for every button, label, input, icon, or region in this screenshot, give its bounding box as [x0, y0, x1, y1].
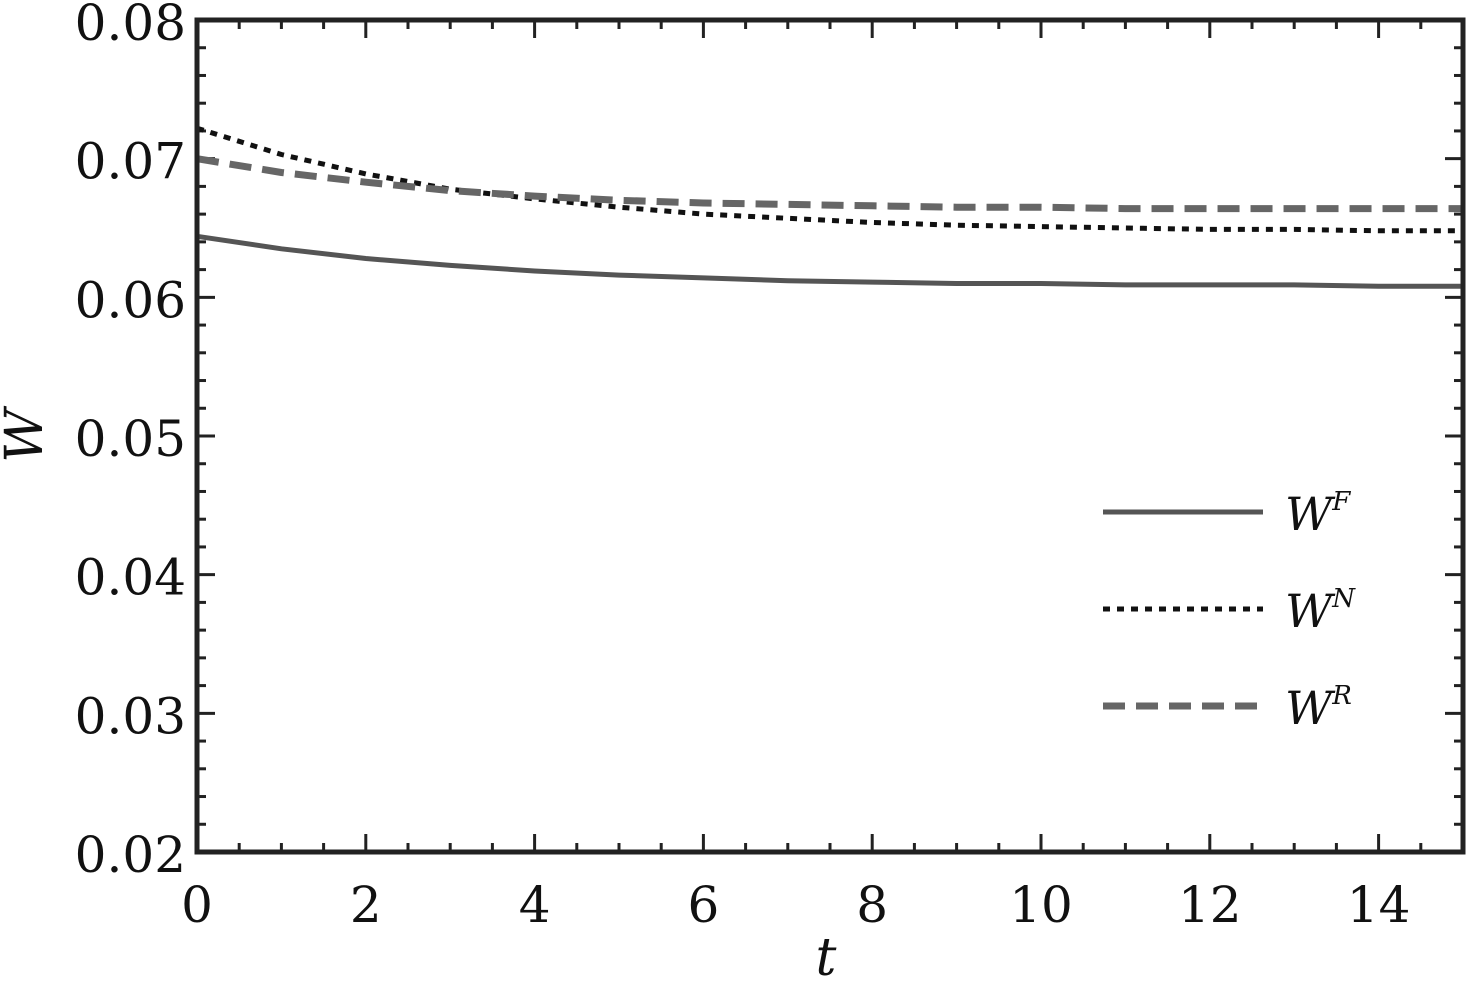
- legend-label-main: W: [1285, 487, 1336, 541]
- legend-label-main: W: [1285, 681, 1336, 735]
- x-tick-label: 0: [181, 876, 213, 934]
- legend-label-main: W: [1285, 584, 1336, 638]
- y-tick-label: 0.08: [75, 0, 186, 52]
- y-axis-title: W: [0, 406, 55, 463]
- legend-label-superscript: R: [1331, 681, 1352, 711]
- x-tick-label: 4: [519, 876, 551, 934]
- series-line-N: [196, 125, 1463, 234]
- y-tick-label: 0.07: [75, 133, 186, 191]
- y-tick-label: 0.03: [75, 687, 186, 745]
- series-lines: [196, 125, 1463, 289]
- y-tick-label: 0.06: [75, 271, 186, 329]
- y-tick-label: 0.05: [75, 410, 186, 468]
- x-tick-label: 10: [1009, 876, 1073, 934]
- x-axis-title: t: [816, 928, 837, 981]
- x-tick-label: 8: [856, 876, 888, 934]
- y-tick-labels: 0.02 0.03 0.04 0.05 0.06 0.07 0.08: [75, 0, 186, 884]
- y-tick-label: 0.04: [75, 549, 186, 607]
- x-tick-label: 14: [1347, 876, 1411, 934]
- x-tick-label: 12: [1178, 876, 1242, 934]
- axis-ticks: [195, 18, 1465, 854]
- series-line-R: [196, 155, 1463, 213]
- legend-label-superscript: N: [1331, 584, 1356, 614]
- y-tick-label: 0.02: [75, 826, 186, 884]
- legend-label: WF: [1285, 487, 1351, 541]
- legend-label: WN: [1285, 584, 1356, 638]
- legend-label: WR: [1285, 681, 1352, 735]
- plot-frame: [194, 17, 1466, 855]
- x-tick-labels: 0 2 4 6 8 10 12 14: [181, 876, 1410, 934]
- x-tick-label: 6: [687, 876, 719, 934]
- legend-label-superscript: F: [1331, 487, 1351, 517]
- series-line-F: [196, 233, 1463, 289]
- x-tick-label: 2: [350, 876, 382, 934]
